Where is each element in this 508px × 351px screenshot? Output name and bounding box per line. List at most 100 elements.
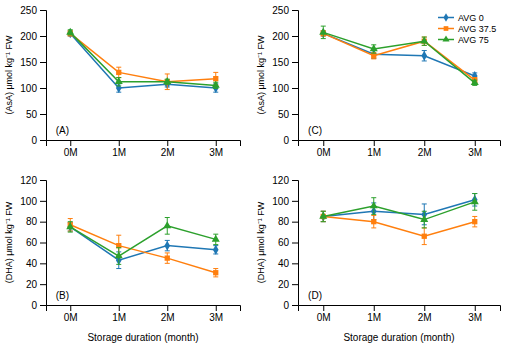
x-tick-label: 2M [161,147,175,158]
y-tick-mark [40,88,46,89]
series-line [70,225,216,273]
x-tick-label: 0M [64,147,78,158]
y-tick: 0 [31,300,46,311]
y-tick-mark [40,201,46,202]
y-tick-label: 200 [272,31,289,42]
error-bar [165,240,170,250]
y-tick: 60 [26,237,46,248]
x-tick: 3M [468,305,482,323]
x-tick-label: 2M [418,312,432,323]
marker [115,251,123,258]
y-tick: 150 [20,57,46,68]
y-tick-mark [40,62,46,63]
marker [371,53,376,58]
figure: 0M1M2M3M050100150200250(AsA) μmol kg⁻¹ F… [0,0,508,351]
y-tick-label: 0 [31,135,37,146]
panel-label: (C) [308,125,322,136]
x-tick-label: 1M [112,312,126,323]
y-tick: 200 [272,31,298,42]
x-tick-label: 0M [64,312,78,323]
y-tick-label: 100 [20,196,37,207]
x-tick-mark [475,140,476,146]
legend-marker [442,35,449,41]
series-line [70,227,216,260]
y-tick-label: 100 [272,196,289,207]
series [66,28,220,89]
plot-area [66,218,220,277]
legend-label: AVG 75 [458,35,489,45]
series-line [323,200,475,217]
series-line [70,32,216,85]
series [66,218,220,265]
y-tick-mark [292,140,298,141]
x-tick: 1M [112,305,126,323]
y-tick: 250 [272,5,298,16]
y-tick-mark [292,180,298,181]
series [67,28,218,92]
x-tick-mark [374,140,375,146]
y-tick-mark [292,243,298,244]
error-bar [422,228,427,245]
x-tick-mark [167,305,168,311]
plot-area [66,28,220,93]
y-tick-label: 60 [278,237,290,248]
series-line [70,33,216,81]
x-tick-mark [70,305,71,311]
x-tick: 1M [112,140,126,158]
y-tick: 50 [278,109,298,120]
y-tick-mark [292,88,298,89]
series [68,219,219,277]
x-axis-line [47,141,241,147]
y-tick: 120 [272,175,298,186]
y-axis-title: (DHA) μmol kg⁻¹ FW [256,201,266,283]
marker [163,77,171,84]
series [321,211,478,244]
plot-area [319,26,479,85]
x-tick: 0M [64,140,78,158]
x-axis-line [299,141,501,147]
y-tick-label: 50 [278,109,290,120]
marker [370,201,378,208]
x-tick-label: 1M [112,147,126,158]
marker [213,76,218,81]
y-tick-mark [292,114,298,115]
x-tick: 2M [418,140,432,158]
y-tick: 100 [20,196,46,207]
error-bar [116,67,121,77]
x-tick-mark [475,305,476,311]
legend-label: AVG 37.5 [458,24,496,34]
x-tick: 2M [161,140,175,158]
panel-label: (B) [56,290,69,301]
series [320,28,477,80]
y-tick-label: 100 [272,83,289,94]
y-axis-line [40,11,47,141]
marker [370,44,378,51]
y-tick-label: 60 [26,237,38,248]
y-axis: 020406080100120 [272,175,298,311]
y-tick-mark [292,263,298,264]
x-axis: 0M1M2M3M [299,140,501,158]
panel: 0M1M2M3M020406080100120(DHA) μmol kg⁻¹ F… [4,175,241,343]
y-tick-label: 50 [26,109,38,120]
x-tick-label: 2M [161,312,175,323]
error-bar [213,269,218,277]
y-tick-label: 250 [20,5,37,16]
y-axis-title: (AsA) μmol kg⁻¹ FW [4,35,14,115]
x-axis-title: Storage duration (month) [343,332,454,343]
y-tick-label: 20 [278,279,290,290]
series-line [323,216,475,236]
y-tick-label: 80 [278,216,290,227]
y-tick-mark [292,305,298,306]
x-axis: 0M1M2M3M [47,305,241,323]
y-tick-mark [40,222,46,223]
marker [420,37,428,44]
marker [420,215,428,222]
series [319,194,479,228]
y-tick-label: 0 [31,300,37,311]
x-tick: 2M [418,305,432,323]
x-tick-mark [323,140,324,146]
x-axis-line [47,306,241,312]
y-tick-label: 0 [283,135,289,146]
y-tick-mark [40,243,46,244]
x-axis-title: Storage duration (month) [87,332,198,343]
